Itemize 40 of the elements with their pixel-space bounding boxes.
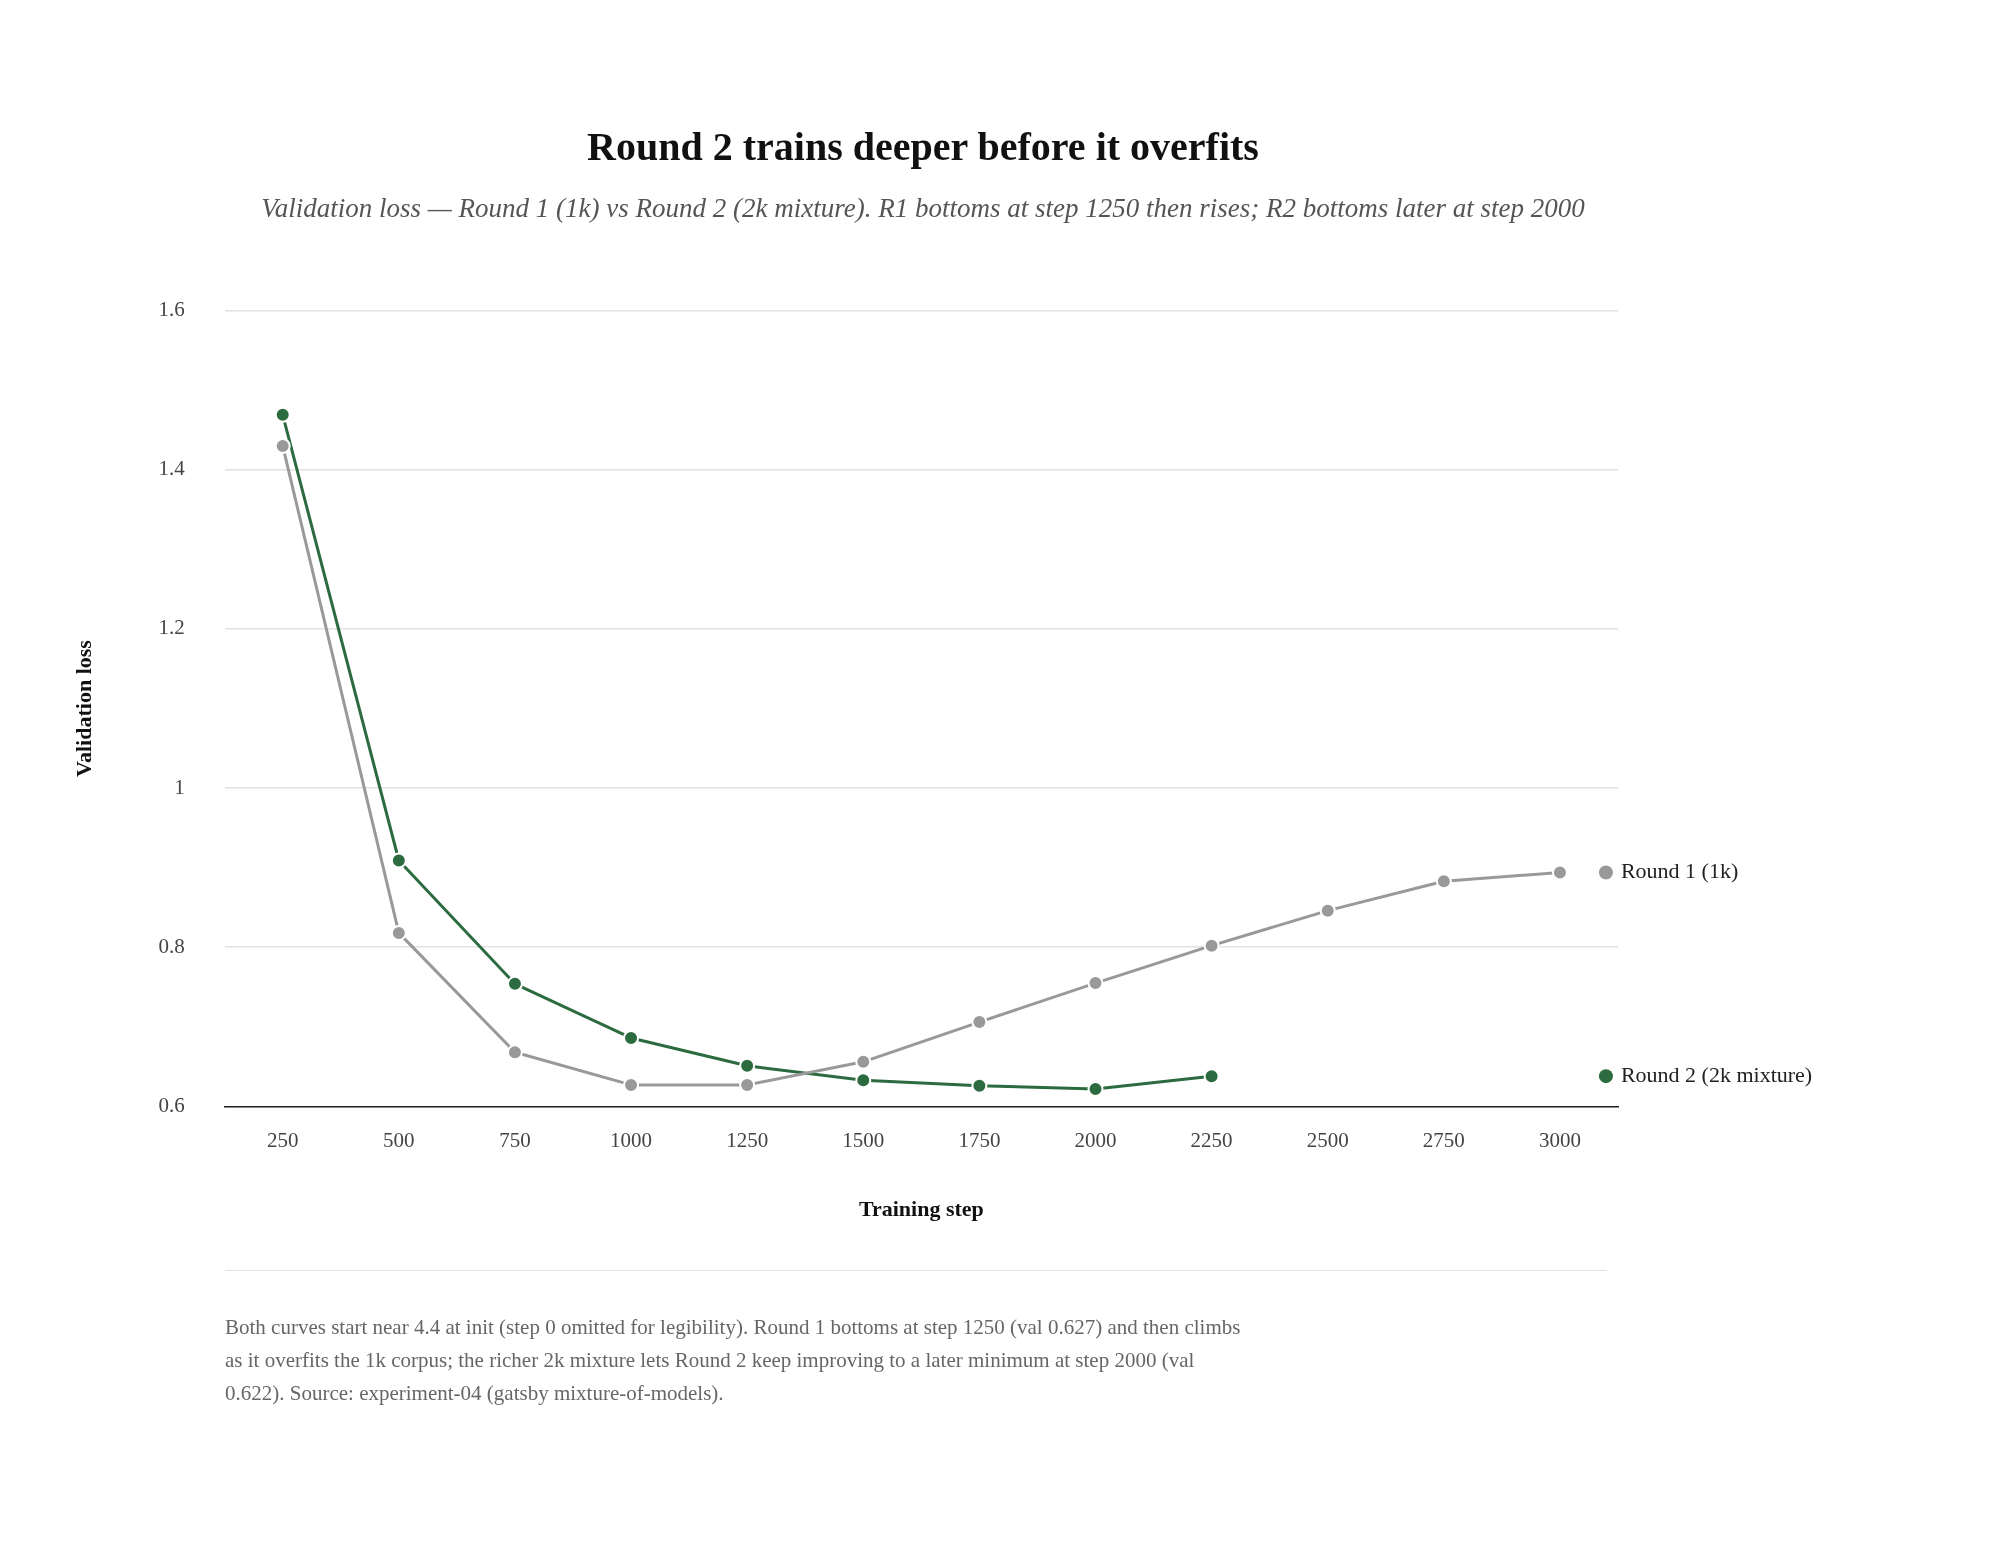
x-tick-label: 2000 <box>1074 1127 1117 1152</box>
x-tick-label: 250 <box>266 1127 299 1152</box>
point <box>855 1053 872 1070</box>
y-tick-label: 1.2 <box>158 615 185 640</box>
point <box>506 1044 523 1061</box>
legend-label: Round 1 (1k) <box>1620 858 1739 884</box>
x-tick-label: 1000 <box>610 1127 653 1152</box>
point <box>1203 937 1220 954</box>
point <box>1435 873 1452 890</box>
x-tick-label: 2250 <box>1190 1127 1233 1152</box>
y-axis-title: Validation loss <box>70 639 96 777</box>
x-tick-label: 1500 <box>842 1127 885 1152</box>
y-tick-label: 1 <box>174 774 185 799</box>
x-tick-label: 3000 <box>1538 1127 1581 1152</box>
point <box>739 1057 756 1074</box>
point <box>1203 1068 1220 1085</box>
chart-subtitle: Validation loss — Round 1 (1k) vs Round 2 (2k mixture). R1 bottoms at step 1250 then rises; R2 bottoms later at step 2000 <box>260 193 1586 224</box>
point <box>971 1077 988 1094</box>
x-tick-label: 500 <box>383 1127 415 1152</box>
point <box>390 852 407 869</box>
point <box>274 437 291 454</box>
point <box>390 924 407 941</box>
y-tick-label: 0.8 <box>158 933 185 958</box>
text: Both curves start near 4.4 at init (step 0 omitted for legibility). Round 1 bottoms at step 1250 (val 0.627) and then climbs as it overfits the 1k corpus; the richer 2k mixture lets Round 2 keep improving to a later minimum at step 2000 (val 0.622). Source: experiment-04 (gatsby mixture-of-models). <box>225 1314 1242 1407</box>
x-axis-title: Training step <box>858 1196 984 1222</box>
y-tick-label: 1.6 <box>158 297 185 322</box>
point <box>506 975 523 992</box>
legend-label: Round 2 (2k mixture) <box>1620 1061 1813 1087</box>
y-tick-label: 1.4 <box>158 456 186 481</box>
x-tick-label: 2500 <box>1306 1127 1349 1152</box>
point <box>274 406 291 423</box>
y-tick-label: 0.6 <box>158 1092 185 1117</box>
x-tick-label: 750 <box>499 1127 531 1152</box>
chart-title: Round 2 trains deeper before it overfits <box>586 123 1260 170</box>
x-tick-label: 2750 <box>1422 1127 1465 1152</box>
x-tick-label: 1250 <box>726 1127 769 1152</box>
point <box>1319 902 1336 919</box>
x-tick-label: 1750 <box>958 1127 1001 1152</box>
point <box>1551 864 1568 881</box>
point <box>855 1072 872 1089</box>
